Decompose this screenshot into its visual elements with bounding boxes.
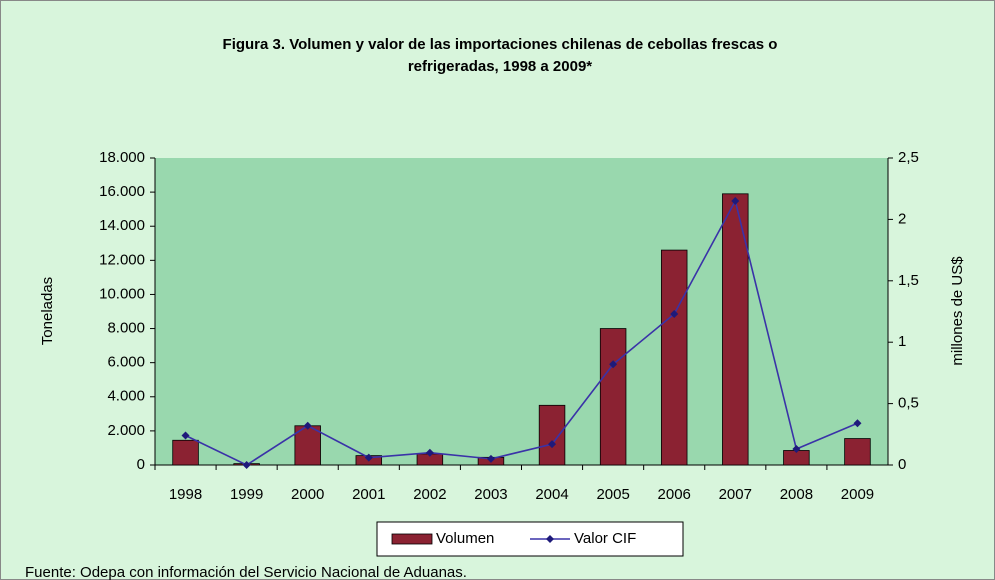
bar [294, 425, 321, 466]
y-tick-label: 10.000 [99, 285, 145, 302]
chart-title: Figura 3. Volumen y valor de las importa… [222, 36, 778, 75]
legend-marker [546, 535, 554, 543]
line-marker [792, 445, 801, 454]
x-tick-label: 2004 [535, 486, 568, 503]
y-axis-title: Toneladas [39, 277, 56, 345]
x-tick-label: 2009 [841, 486, 874, 503]
line-marker [731, 196, 740, 205]
x-tick-label: 2008 [780, 486, 813, 503]
y-tick-label: 12.000 [99, 251, 145, 268]
bar [660, 249, 688, 466]
y-tick-label: 16.000 [99, 183, 145, 200]
x-tick-label: 2005 [596, 486, 629, 503]
x-tick-label: 2000 [291, 486, 324, 503]
y-tick-label: 0 [137, 456, 145, 473]
y2-tick-label: 1,5 [898, 272, 919, 289]
y2-tick-label: 2 [898, 210, 906, 227]
y2-tick-label: 0 [898, 456, 906, 473]
line-marker [364, 453, 373, 462]
line-marker [670, 309, 679, 318]
line-marker [548, 440, 557, 449]
x-tick-label: 2002 [413, 486, 446, 503]
y2-tick-label: 0,5 [898, 395, 919, 412]
y-tick-label: 4.000 [107, 388, 145, 405]
x-tick-label: 2007 [719, 486, 752, 503]
line-marker [303, 421, 312, 430]
bar [538, 404, 566, 466]
bar [172, 439, 199, 466]
x-tick-label: 1998 [169, 486, 202, 503]
legend-label: Volumen [436, 530, 494, 547]
line-marker [425, 448, 434, 457]
bar [844, 438, 871, 466]
source-note: Fuente: Odepa con información del Servic… [25, 564, 467, 580]
y2-tick-label: 2,5 [898, 149, 919, 166]
plot-area [155, 158, 888, 465]
line-marker [853, 419, 862, 428]
y-tick-label: 6.000 [107, 354, 145, 371]
y2-axis-title: millones de US$ [949, 256, 966, 366]
y-tick-label: 18.000 [99, 149, 145, 166]
legend-label: Valor CIF [574, 530, 636, 547]
line-marker [486, 454, 495, 463]
x-tick-label: 2006 [658, 486, 691, 503]
x-tick-label: 1999 [230, 486, 263, 503]
line-marker [181, 431, 190, 440]
y-tick-label: 8.000 [107, 320, 145, 337]
y2-tick-label: 1 [898, 333, 906, 350]
legend-swatch [391, 533, 433, 545]
line [185, 198, 858, 466]
bar [599, 328, 627, 466]
x-tick-label: 2003 [474, 486, 507, 503]
line-marker [609, 360, 618, 369]
y-tick-label: 14.000 [99, 217, 145, 234]
line-marker [242, 461, 251, 469]
y-tick-label: 2.000 [107, 422, 145, 439]
x-tick-label: 2001 [352, 486, 385, 503]
